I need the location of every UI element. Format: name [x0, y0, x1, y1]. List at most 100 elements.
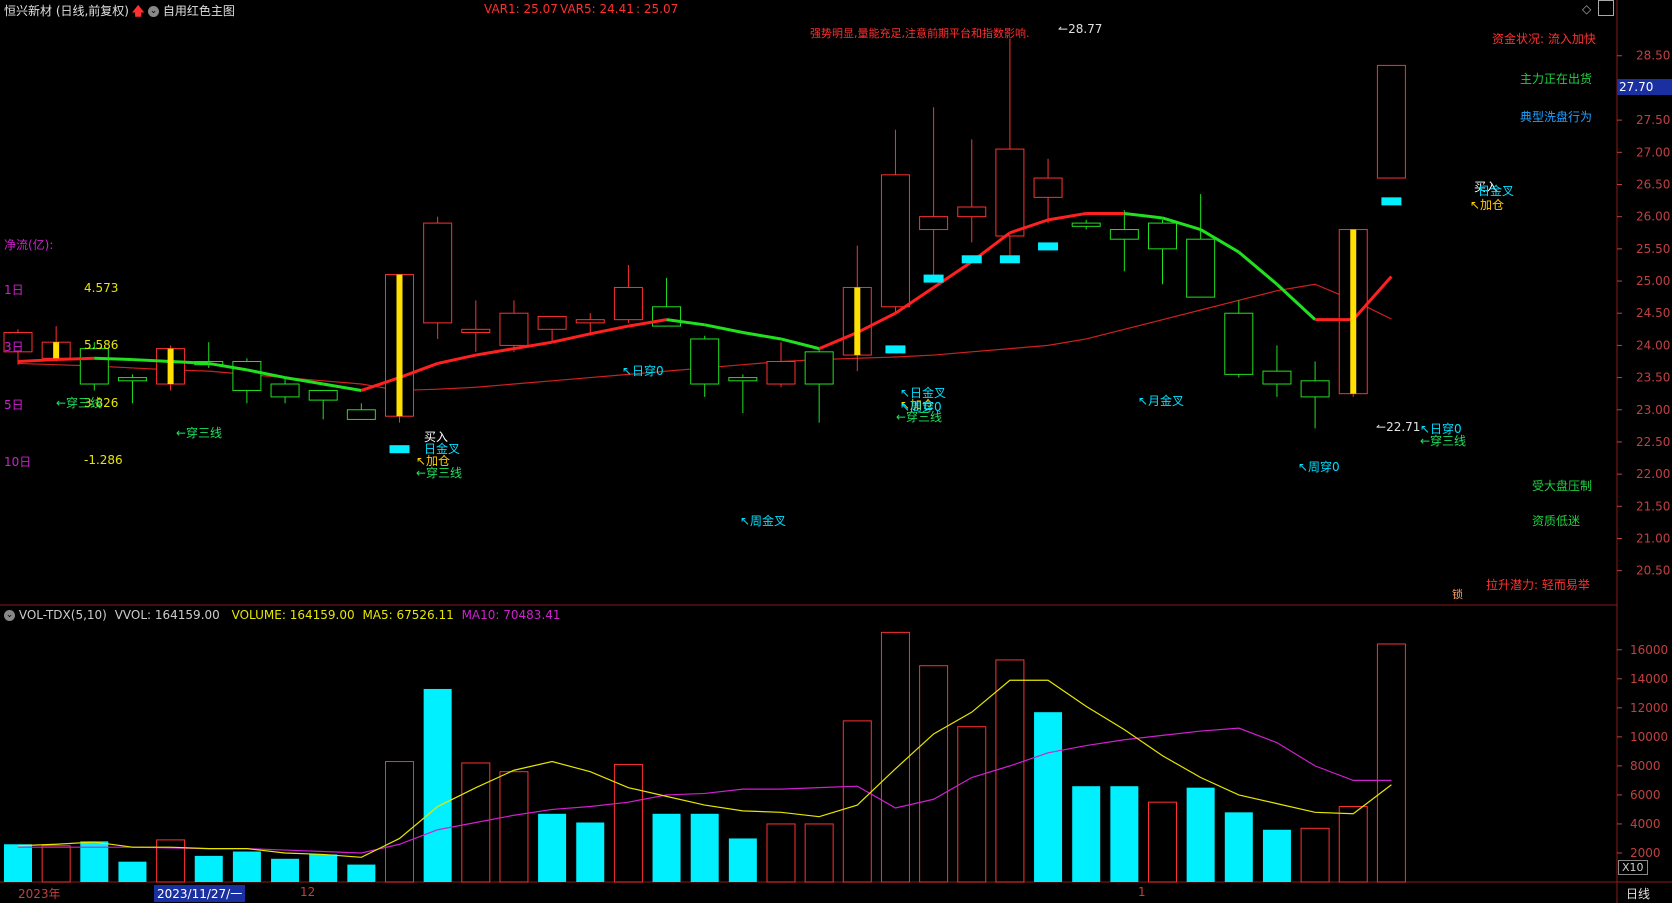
volume-bar — [1376, 643, 1406, 883]
ma-segment — [246, 368, 286, 380]
volume-bar — [1186, 787, 1215, 882]
volume-bar — [1262, 829, 1291, 882]
ma5-value: MA5: 67526.11 — [362, 608, 454, 622]
volume-tick-label: 8000 — [1630, 759, 1661, 773]
volume-unit: X10 — [1618, 860, 1648, 875]
candle-body — [880, 174, 910, 308]
low-value: 22.71 — [1386, 420, 1421, 434]
volume-bar — [1224, 812, 1253, 882]
price-tick-label: 24.50 — [1636, 306, 1670, 320]
volume-bar — [1110, 786, 1139, 882]
price-tick-label: 26.50 — [1636, 177, 1670, 191]
ma-segment — [170, 359, 209, 365]
volume-tick-label: 14000 — [1630, 672, 1668, 686]
volume-bar — [538, 813, 567, 882]
ma-segment — [132, 358, 171, 363]
cyan-block-marker — [961, 255, 982, 264]
ma-segment — [56, 356, 95, 362]
chevron-down-icon[interactable]: ⌄ — [148, 6, 159, 17]
candle-body — [728, 377, 758, 382]
market-pressure-note: 受大盘压制 — [1532, 479, 1593, 493]
volume-bar — [613, 763, 643, 883]
ma-segment — [780, 337, 820, 351]
ma-segment — [1124, 211, 1163, 220]
signal-label: ↖日穿0 — [1420, 422, 1462, 436]
maximize-icon[interactable] — [1598, 0, 1614, 16]
month-1-label: 1 — [1138, 885, 1146, 899]
signal-label: ↖周穿0 — [1298, 460, 1340, 474]
ma-segment — [94, 356, 133, 362]
vol-indicator[interactable]: VOL-TDX(5,10) — [18, 608, 107, 622]
period-label[interactable]: 日线 — [1626, 887, 1651, 901]
high-value: 28.77 — [1068, 22, 1103, 36]
stock-title[interactable]: 恒兴新材 (日线,前复权) — [4, 4, 129, 18]
volume-bar — [499, 771, 529, 883]
signal-label: 买入 — [424, 430, 449, 444]
candle-body — [1148, 222, 1177, 250]
volume-bars — [4, 631, 1406, 883]
signal-label: ←穿三线 — [416, 466, 463, 480]
volume-bar — [423, 688, 452, 882]
cyan-block-marker — [999, 255, 1020, 264]
candle-body — [613, 286, 643, 321]
ma-segment — [589, 324, 629, 336]
price-tick-label: 27.00 — [1636, 145, 1670, 159]
volume-bar — [232, 851, 261, 882]
ma-segment — [1047, 211, 1087, 222]
volume-tick-label: 6000 — [1630, 788, 1661, 802]
ma-segment — [360, 376, 400, 392]
candle-body — [499, 312, 529, 346]
signal-label: ←穿三线 — [56, 396, 103, 410]
volume-bar — [957, 726, 987, 883]
ma-segment — [398, 362, 439, 379]
theme-label: 自用红色主图 — [162, 4, 235, 18]
ma-segment — [322, 382, 362, 392]
cyan-block-marker — [1381, 197, 1402, 206]
candle-body — [690, 338, 720, 385]
net-flow-10d-label: 10日 — [4, 455, 32, 469]
candle-body — [766, 360, 796, 385]
volume-bar — [1034, 712, 1063, 882]
buy-signal-bar — [167, 348, 174, 385]
chevron-down-icon[interactable]: ⌄ — [4, 610, 15, 621]
ma-segment — [513, 340, 553, 351]
volume-bar — [995, 659, 1025, 883]
candle-body — [575, 319, 605, 324]
volume-ma-lines — [17, 679, 1392, 858]
candle-body — [1109, 229, 1139, 240]
signal-label: ←穿三线 — [896, 410, 943, 424]
ma10-value: MA10: 70483.41 — [461, 608, 561, 622]
lock-label: 锁 — [1452, 588, 1463, 601]
wash-note: 典型洗盘行为 — [1520, 110, 1593, 124]
vvol-value: VVOL: 164159.00 — [114, 608, 220, 622]
price-tick-label: 20.50 — [1636, 564, 1670, 578]
volume-bar — [194, 855, 223, 882]
candle-body — [804, 351, 834, 385]
candles — [3, 38, 1406, 429]
lift-potential-note: 拉升潜力: 轻而易举 — [1486, 578, 1590, 592]
fund-status-note: 资金状况: 流入加快 — [1492, 32, 1596, 46]
price-tick-label: 24.00 — [1636, 338, 1670, 352]
net-flow-1d-label: 1日 — [4, 283, 24, 297]
volume-bar — [1148, 801, 1177, 883]
theme-menu[interactable]: ⌄ 自用红色主图 — [148, 2, 235, 19]
ma-segment — [475, 347, 515, 357]
volume-bar — [309, 854, 338, 882]
ma-segment — [1237, 250, 1278, 286]
candle-body — [1033, 177, 1063, 198]
volume-bar — [690, 813, 719, 882]
volume-ma5-line — [17, 679, 1392, 858]
signal-label: ↖加仓 — [900, 398, 935, 412]
signal-label: ←穿三线 — [176, 426, 223, 440]
diamond-icon[interactable]: ◇ — [1582, 2, 1592, 16]
ma-segment — [1352, 275, 1393, 321]
signal-label: ↖日金叉 — [900, 386, 947, 400]
volume-tick-label: 16000 — [1630, 643, 1668, 657]
current-price-box: 27.70 — [1617, 79, 1672, 95]
candle-body — [1186, 238, 1216, 298]
volume-bar — [880, 631, 910, 883]
volume-tick-label: 12000 — [1630, 701, 1668, 715]
ma-segment — [704, 323, 744, 334]
cyan-block-marker — [1038, 242, 1059, 251]
